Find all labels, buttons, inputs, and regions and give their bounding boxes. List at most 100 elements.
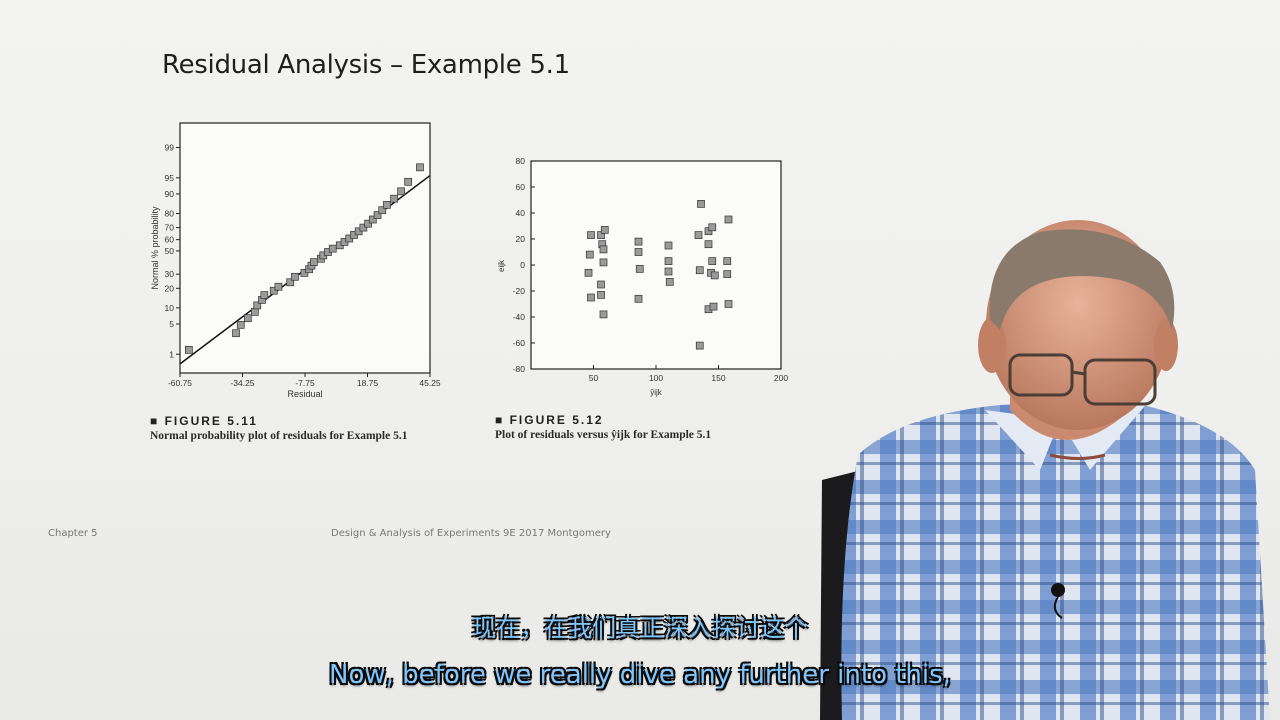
data-point [710,271,719,280]
data-point [368,215,377,224]
figure-5-12-number: ■ FIGURE 5.12 [495,413,604,427]
figure-5-12-caption: Plot of residuals versus ŷijk for Exampl… [495,429,712,441]
y-tick-label: 95 [165,173,175,183]
data-point [600,226,609,234]
figure-5-11-number: ■ FIGURE 5.11 [150,414,258,428]
data-point [269,286,278,295]
x-tick-label: 200 [774,373,788,383]
x-axis-label: ŷijk [650,388,663,397]
plot-frame [530,160,782,370]
y-axis-label: eijk [497,259,506,272]
data-point [274,282,283,291]
y-tick-label: 40 [516,208,526,218]
footer-chapter: Chapter 5 [48,528,98,539]
data-point [232,329,240,338]
data-point [383,200,391,209]
data-point [585,250,594,259]
y-tick-label: -40 [513,312,526,322]
data-point [724,300,733,308]
data-point [597,280,605,289]
data-point [697,200,705,208]
data-point [664,267,673,276]
data-point [724,215,733,224]
data-point [695,266,704,275]
data-point [236,321,245,329]
y-axis-label: Normal % probability [150,206,160,290]
x-tick-label: -34.25 [230,378,254,388]
x-axis-label: Residual [287,389,322,399]
data-point [587,293,595,302]
data-point [708,257,717,265]
residuals-vs-fitted-plot: 50 100 150 200 -80 -60 -40 -20 0 20 40 60 80 ŷijk ei… [497,156,788,397]
data-point [599,245,608,254]
x-tick-label: 100 [649,373,663,383]
data-point [364,219,372,228]
y-tick-label: 30 [165,269,175,279]
data-point [373,211,382,219]
y-tick-label: 50 [165,246,175,256]
x-tick-label: 150 [711,373,725,383]
y-tick-label: 20 [516,234,526,244]
x-tick-label: 18.75 [357,378,379,388]
y-tick-label: 0 [520,260,525,270]
data-point [723,257,732,265]
y-tick-label: -20 [513,286,526,296]
data-point [634,294,643,303]
data-point [378,206,387,215]
subtitle-english: Now, before we really dive any further i… [329,660,951,690]
data-point [251,308,259,316]
y-tick-label: 10 [165,303,175,313]
data-point [708,223,717,232]
y-tick-label: 99 [165,143,175,153]
y-tick-label: 60 [516,182,526,192]
x-tick-label: -7.75 [295,378,315,388]
y-tick-label: 70 [165,223,175,233]
data-point [390,194,398,203]
x-tick-label: 50 [589,373,599,383]
y-tick-label: 90 [165,189,175,199]
slide-title: Residual Analysis – Example 5.1 [162,50,570,80]
x-tick-label: -60.75 [168,378,192,388]
data-point [597,291,605,299]
data-point [704,240,713,249]
data-point [709,302,718,311]
plot-frame [179,122,431,374]
data-point [184,345,193,354]
data-point [635,265,644,273]
data-point [665,278,674,286]
data-point [309,258,318,267]
data-point [253,301,262,310]
subtitle-chinese: 现在，在我们真正深入探讨这个 [472,614,808,642]
data-point [584,268,593,277]
data-point [260,291,269,299]
data-point [694,231,703,239]
figure-5-11-caption: Normal probability plot of residuals for… [150,430,408,442]
y-tick-label: 1 [169,349,174,359]
data-point [291,272,299,281]
y-tick-label: 20 [165,283,175,293]
data-point [243,314,252,323]
data-point [397,187,405,196]
data-point [416,163,424,172]
data-point [587,231,595,239]
y-tick-label: 80 [165,208,175,218]
footer-book: Design & Analysis of Experiments 9E 2017… [331,528,611,539]
data-point [286,278,295,287]
data-point [359,223,368,232]
data-point [634,248,643,256]
data-point [599,258,608,267]
y-tick-label: 80 [516,156,526,166]
x-tick-label: 45.25 [419,378,441,388]
data-point [723,270,732,278]
data-point [599,310,608,319]
data-point [664,257,673,265]
y-tick-label: 5 [169,319,174,329]
data-point [404,177,413,186]
y-tick-label: 60 [165,235,175,245]
data-point [664,241,673,250]
data-point [328,244,337,253]
data-point [634,237,643,246]
y-tick-label: -60 [513,338,526,348]
y-tick-label: -80 [513,364,526,374]
